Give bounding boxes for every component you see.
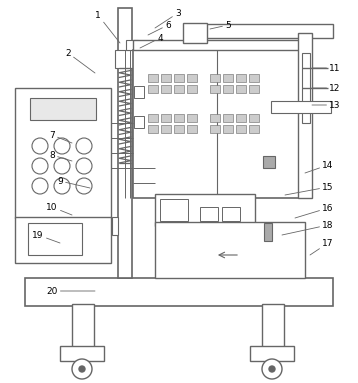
- Text: 1: 1: [95, 10, 120, 43]
- Bar: [134, 116, 144, 128]
- Bar: [223, 125, 233, 133]
- Bar: [250, 346, 294, 361]
- Circle shape: [76, 158, 92, 174]
- Bar: [302, 53, 310, 123]
- Text: 2: 2: [65, 49, 95, 73]
- Bar: [174, 114, 184, 122]
- Bar: [249, 85, 259, 93]
- Bar: [223, 74, 233, 82]
- Text: 4: 4: [140, 33, 163, 48]
- Bar: [160, 199, 188, 221]
- Circle shape: [54, 138, 70, 154]
- Bar: [30, 98, 96, 120]
- Text: 17: 17: [310, 239, 334, 255]
- Bar: [249, 114, 259, 122]
- Bar: [72, 304, 94, 348]
- Bar: [174, 85, 184, 93]
- Bar: [183, 23, 207, 43]
- Bar: [210, 74, 220, 82]
- Bar: [187, 85, 197, 93]
- Bar: [236, 74, 246, 82]
- Bar: [236, 114, 246, 122]
- Bar: [187, 74, 197, 82]
- Bar: [60, 346, 104, 361]
- Text: 5: 5: [210, 21, 231, 29]
- Bar: [133, 50, 301, 198]
- Bar: [210, 85, 220, 93]
- Text: 19: 19: [32, 231, 60, 243]
- Text: 7: 7: [49, 131, 72, 143]
- Circle shape: [32, 178, 48, 194]
- Bar: [161, 125, 171, 133]
- Text: 8: 8: [49, 151, 72, 161]
- Bar: [112, 217, 118, 235]
- Text: 15: 15: [285, 183, 334, 195]
- Bar: [161, 114, 171, 122]
- Bar: [15, 217, 111, 263]
- Bar: [271, 101, 331, 113]
- Circle shape: [262, 359, 282, 379]
- Bar: [264, 223, 272, 241]
- Bar: [174, 125, 184, 133]
- Bar: [187, 114, 197, 122]
- Bar: [161, 85, 171, 93]
- Bar: [187, 125, 197, 133]
- Bar: [210, 125, 220, 133]
- Bar: [200, 207, 218, 221]
- Bar: [249, 74, 259, 82]
- Bar: [222, 207, 240, 221]
- Text: 12: 12: [312, 83, 341, 93]
- Bar: [298, 33, 312, 198]
- Text: 18: 18: [282, 221, 334, 235]
- Circle shape: [32, 138, 48, 154]
- Bar: [148, 125, 158, 133]
- Bar: [126, 40, 138, 50]
- Text: 3: 3: [155, 8, 181, 28]
- Bar: [15, 88, 111, 218]
- Text: 10: 10: [46, 203, 72, 215]
- Circle shape: [54, 178, 70, 194]
- Bar: [236, 85, 246, 93]
- Bar: [155, 222, 305, 278]
- Circle shape: [54, 158, 70, 174]
- Circle shape: [79, 366, 85, 372]
- Bar: [148, 114, 158, 122]
- Bar: [148, 74, 158, 82]
- Text: 6: 6: [148, 21, 171, 35]
- Bar: [249, 125, 259, 133]
- Bar: [174, 74, 184, 82]
- Bar: [118, 8, 132, 278]
- Bar: [28, 223, 82, 255]
- Bar: [223, 85, 233, 93]
- Circle shape: [76, 178, 92, 194]
- Text: 11: 11: [312, 64, 341, 72]
- Circle shape: [269, 366, 275, 372]
- Text: 14: 14: [305, 160, 334, 173]
- Text: 20: 20: [46, 286, 95, 296]
- Bar: [195, 24, 333, 38]
- Bar: [134, 86, 144, 98]
- Bar: [262, 304, 284, 348]
- Bar: [155, 194, 255, 226]
- Bar: [133, 40, 301, 50]
- Circle shape: [76, 138, 92, 154]
- Bar: [263, 156, 275, 168]
- Bar: [161, 74, 171, 82]
- Bar: [236, 125, 246, 133]
- Circle shape: [72, 359, 92, 379]
- Text: 9: 9: [57, 177, 90, 188]
- Bar: [115, 50, 137, 68]
- Bar: [25, 278, 333, 306]
- Bar: [210, 114, 220, 122]
- Bar: [223, 114, 233, 122]
- Text: 16: 16: [295, 203, 334, 218]
- Circle shape: [32, 158, 48, 174]
- Bar: [148, 85, 158, 93]
- Text: 13: 13: [312, 100, 341, 110]
